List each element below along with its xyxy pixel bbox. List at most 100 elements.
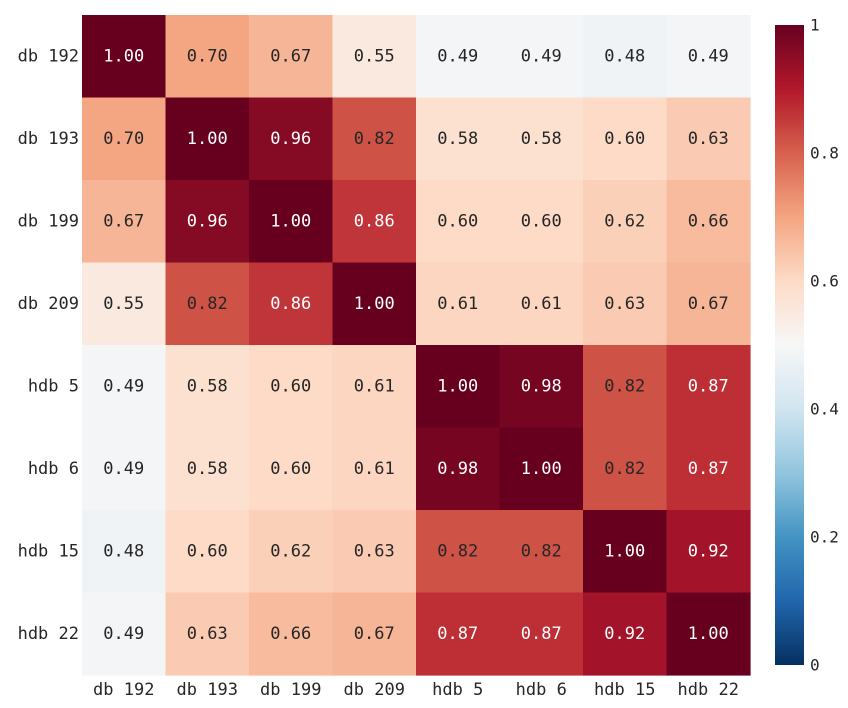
heatmap-value-4-4: 1.00 [437,376,478,396]
heatmap-value-6-3: 0.63 [354,541,395,561]
heatmap-value-2-1: 0.96 [187,211,228,231]
column-label-5: hdb 6 [516,680,567,700]
heatmap-cell-3-7 [666,262,751,346]
heatmap-value-3-4: 0.61 [437,294,478,314]
row-label-7: hdb 22 [18,624,79,644]
heatmap-cell-2-6 [583,180,668,264]
heatmap-cell-5-0 [82,427,167,511]
heatmap-value-1-1: 1.00 [187,129,228,149]
heatmap-value-0-7: 0.49 [688,46,729,66]
heatmap-cell-1-2 [249,97,334,181]
colorbar-tick-1: 0.2 [810,528,839,547]
row-label-5: hdb 6 [28,459,79,479]
heatmap-value-4-5: 0.98 [521,376,562,396]
heatmap-cell-5-6 [583,427,668,511]
column-label-6: hdb 15 [594,680,655,700]
heatmap-value-1-0: 0.70 [103,129,144,149]
heatmap-cell-1-1 [165,97,250,181]
heatmap-cell-6-5 [499,510,584,594]
colorbar [775,25,804,665]
heatmap-value-6-6: 1.00 [604,541,645,561]
heatmap-value-5-6: 0.82 [604,459,645,479]
colorbar-tick-4: 0.8 [810,144,839,163]
heatmap-value-0-2: 0.67 [270,46,311,66]
heatmap-value-7-2: 0.66 [270,624,311,644]
colorbar-tick-5: 1 [810,16,820,35]
heatmap-cell-7-4 [416,592,501,676]
heatmap-value-6-5: 0.82 [521,541,562,561]
row-label-1: db 193 [18,129,79,149]
heatmap-value-1-3: 0.82 [354,129,395,149]
heatmap-value-labels: 1.00 0.70 0.67 0.55 0.49 0.49 0.48 0.49 0.70 1.00… [103,46,728,644]
heatmap-value-2-7: 0.66 [688,211,729,231]
heatmap-cell-7-1 [165,592,250,676]
row-label-0: db 192 [18,46,79,66]
heatmap-value-7-5: 0.87 [521,624,562,644]
heatmap-value-0-4: 0.49 [437,46,478,66]
heatmap-cell-1-5 [499,97,584,181]
heatmap-cell-2-7 [666,180,751,264]
heatmap-value-6-2: 0.62 [270,541,311,561]
heatmap-value-3-3: 1.00 [354,294,395,314]
heatmap-cell-1-3 [332,97,417,181]
heatmap-cell-2-5 [499,180,584,264]
colorbar-tick-2: 0.4 [810,400,839,419]
heatmap-cells [82,15,751,676]
heatmap-value-1-6: 0.60 [604,129,645,149]
heatmap-cell-3-5 [499,262,584,346]
heatmap-cell-4-5 [499,345,584,429]
heatmap-cell-5-7 [666,427,751,511]
heatmap-value-7-6: 0.92 [604,624,645,644]
heatmap-value-3-0: 0.55 [103,294,144,314]
heatmap-value-1-2: 0.96 [270,129,311,149]
heatmap-value-6-0: 0.48 [103,541,144,561]
heatmap-value-1-7: 0.63 [688,129,729,149]
heatmap-cell-7-0 [82,592,167,676]
heatmap-cell-3-6 [583,262,668,346]
heatmap-value-4-1: 0.58 [187,376,228,396]
heatmap-value-7-3: 0.67 [354,624,395,644]
row-label-3: db 209 [18,294,79,314]
column-tick-labels: db 192 db 193 db 199 db 209 hdb 5 hdb 6 hdb 15… [93,680,739,700]
heatmap-value-2-2: 1.00 [270,211,311,231]
heatmap-value-3-5: 0.61 [521,294,562,314]
heatmap-cell-5-1 [165,427,250,511]
heatmap-value-2-3: 0.86 [354,211,395,231]
heatmap-cell-5-2 [249,427,334,511]
heatmap-value-0-0: 1.00 [103,46,144,66]
heatmap-value-7-7: 1.00 [688,624,729,644]
heatmap-value-2-5: 0.60 [521,211,562,231]
heatmap-cell-7-7 [666,592,751,676]
heatmap-value-0-6: 0.48 [604,46,645,66]
heatmap-cell-6-1 [165,510,250,594]
heatmap-cell-3-2 [249,262,334,346]
heatmap-cell-7-3 [332,592,417,676]
heatmap-value-3-7: 0.67 [688,294,729,314]
heatmap-cell-0-2 [249,15,334,99]
row-tick-labels: db 192 db 193 db 199 db 209 hdb 5 hdb 6 hdb 15… [18,46,79,644]
heatmap-value-5-2: 0.60 [270,459,311,479]
heatmap-value-2-6: 0.62 [604,211,645,231]
colorbar-tick-3: 0.6 [810,272,839,291]
heatmap-cell-3-3 [332,262,417,346]
heatmap-cell-2-1 [165,180,250,264]
heatmap-value-0-3: 0.55 [354,46,395,66]
heatmap-value-7-4: 0.87 [437,624,478,644]
column-label-3: db 209 [344,680,405,700]
heatmap-cell-0-6 [583,15,668,99]
heatmap-cell-3-0 [82,262,167,346]
heatmap-value-0-1: 0.70 [187,46,228,66]
heatmap-cell-6-2 [249,510,334,594]
heatmap-cell-0-5 [499,15,584,99]
heatmap-value-5-4: 0.98 [437,459,478,479]
heatmap-value-3-2: 0.86 [270,294,311,314]
heatmap-cell-4-1 [165,345,250,429]
heatmap-cell-0-4 [416,15,501,99]
heatmap-value-4-6: 0.82 [604,376,645,396]
heatmap-cell-4-0 [82,345,167,429]
heatmap-value-5-1: 0.58 [187,459,228,479]
colorbar-tick-labels: 0 0.2 0.4 0.6 0.8 1 [810,16,839,675]
heatmap-cell-2-2 [249,180,334,264]
heatmap-value-3-6: 0.63 [604,294,645,314]
